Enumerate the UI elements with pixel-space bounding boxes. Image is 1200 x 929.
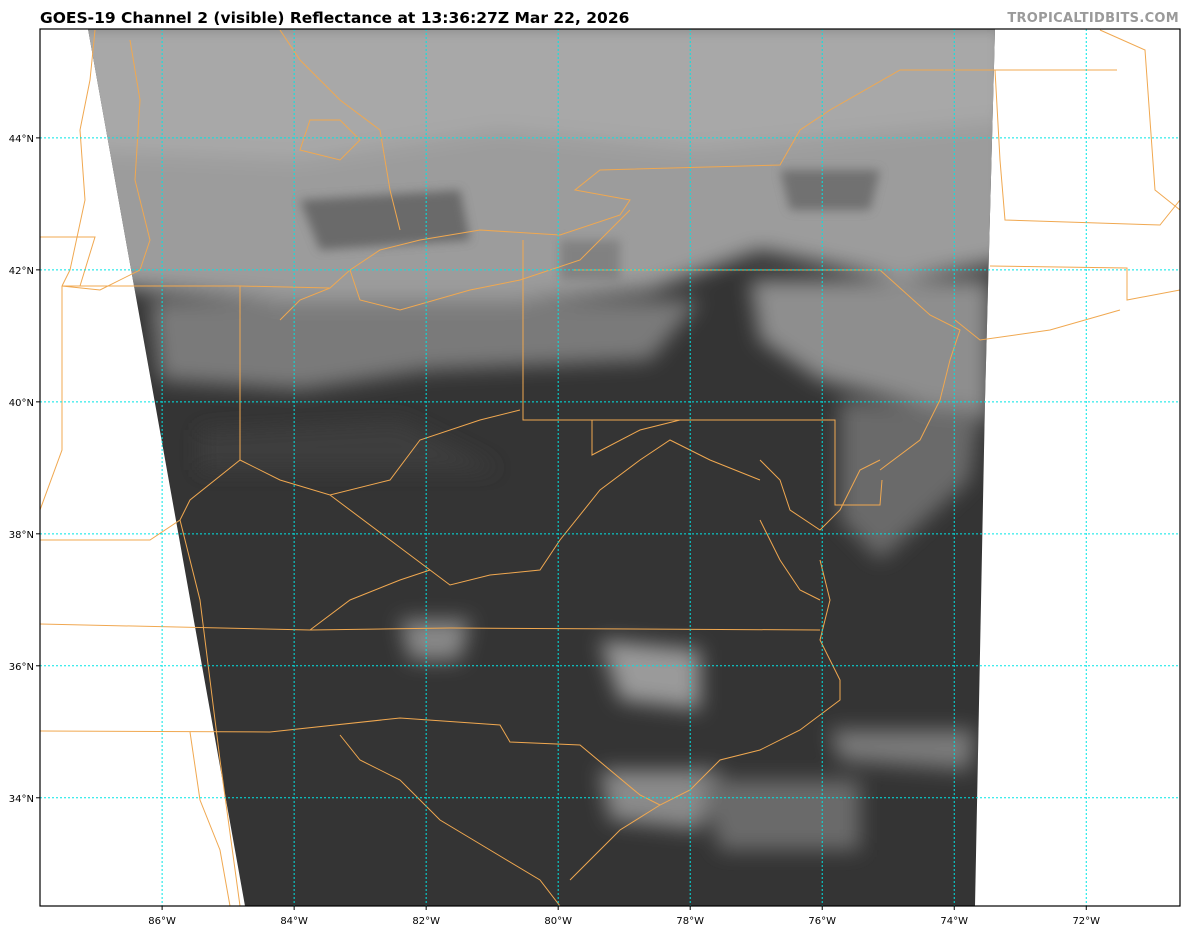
map-title: GOES-19 Channel 2 (visible) Reflectance … — [40, 9, 630, 27]
lon-tick-label: 84°W — [280, 916, 308, 927]
satellite-swath — [88, 29, 995, 906]
lat-tick-label: 38°N — [9, 530, 34, 541]
lat-tick-label: 44°N — [9, 134, 34, 145]
lon-tick-label: 72°W — [1072, 916, 1100, 927]
map-frame — [39, 28, 1181, 907]
axis-ticks: 86°W 84°W 82°W 80°W 78°W 76°W 74°W 72°W 44°N 42°N… — [9, 134, 1100, 927]
lon-tick-label: 82°W — [412, 916, 440, 927]
lat-tick-label: 36°N — [9, 662, 34, 673]
lat-tick-label: 40°N — [9, 398, 34, 409]
lon-tick-label: 74°W — [940, 916, 968, 927]
lon-tick-label: 78°W — [676, 916, 704, 927]
lon-tick-label: 80°W — [544, 916, 572, 927]
state-borders-coastlines — [40, 29, 1180, 906]
lon-tick-label: 76°W — [808, 916, 836, 927]
lon-tick-label: 86°W — [148, 916, 176, 927]
lat-tick-label: 42°N — [9, 266, 34, 277]
lat-tick-label: 34°N — [9, 794, 34, 805]
graticule — [40, 29, 1180, 906]
watermark: TROPICALTIDBITS.COM — [1007, 11, 1179, 26]
